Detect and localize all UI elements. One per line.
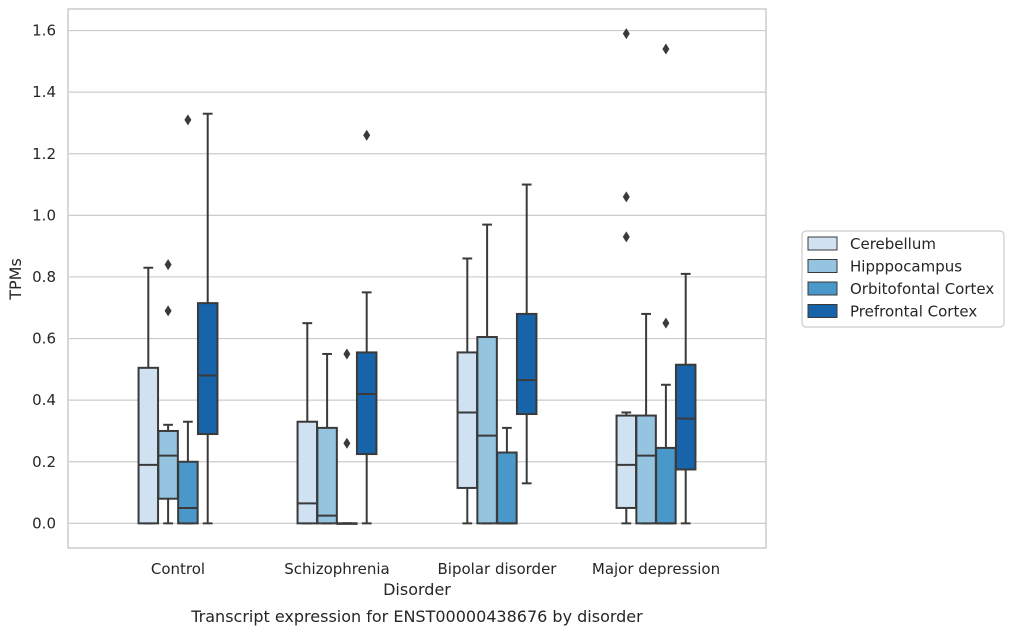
legend-box bbox=[801, 230, 1005, 328]
y-tick-label: 0.0 bbox=[32, 514, 56, 532]
y-tick-label: 1.6 bbox=[32, 22, 56, 40]
legend-label: Hipppocampus bbox=[850, 258, 962, 276]
box bbox=[476, 336, 498, 525]
box-plot bbox=[196, 112, 219, 525]
outlier-point bbox=[164, 259, 172, 271]
box bbox=[355, 351, 378, 456]
box-plot bbox=[635, 312, 657, 525]
y-tick-label: 1.0 bbox=[32, 206, 56, 224]
outlier-point bbox=[622, 28, 630, 40]
x-tick-label: Bipolar disorder bbox=[438, 560, 558, 578]
legend-swatch bbox=[807, 259, 838, 273]
box bbox=[635, 414, 657, 525]
x-tick-label: Schizophrenia bbox=[284, 560, 389, 578]
y-tick-label: 0.6 bbox=[32, 330, 56, 348]
outlier-point bbox=[662, 43, 670, 55]
y-tick-label: 0.8 bbox=[32, 268, 56, 286]
outlier-point bbox=[164, 305, 172, 317]
plot-area bbox=[137, 28, 697, 525]
box bbox=[496, 451, 518, 525]
legend-item: Orbitofontal Cortex bbox=[807, 280, 994, 298]
x-tick-label: Control bbox=[151, 560, 205, 578]
y-tick-label: 0.4 bbox=[32, 391, 56, 409]
box-plot bbox=[674, 272, 697, 525]
box-plot bbox=[476, 223, 498, 525]
x-axis-ticks: Control Schizophrenia Bipolar disorder Majo… bbox=[151, 560, 720, 578]
box bbox=[137, 366, 160, 525]
box-plot bbox=[177, 114, 199, 525]
outlier-point bbox=[662, 317, 670, 329]
box bbox=[177, 460, 199, 525]
box bbox=[655, 446, 677, 525]
box-plot bbox=[296, 322, 319, 525]
box bbox=[316, 426, 338, 525]
legend-swatch bbox=[807, 304, 838, 318]
x-axis-label: Disorder bbox=[383, 580, 451, 599]
box bbox=[515, 312, 538, 416]
outlier-point bbox=[622, 191, 630, 203]
legend-item: Prefrontal Cortex bbox=[807, 303, 977, 321]
box-plot bbox=[157, 259, 179, 525]
legend-label: Orbitofontal Cortex bbox=[850, 280, 994, 298]
box-plot bbox=[336, 348, 358, 525]
legend-label: Prefrontal Cortex bbox=[850, 303, 977, 321]
outlier-point bbox=[343, 348, 351, 360]
box-plot bbox=[355, 129, 378, 525]
box bbox=[196, 302, 219, 436]
legend-item: Cerebellum bbox=[807, 235, 936, 253]
box bbox=[674, 363, 697, 471]
box bbox=[456, 351, 479, 489]
box bbox=[296, 420, 319, 525]
chart-caption: Transcript expression for ENST0000043867… bbox=[190, 607, 643, 626]
y-axis-ticks: 0.0 0.2 0.4 0.6 0.8 1.0 1.2 1.4 1.6 bbox=[32, 22, 56, 533]
legend-swatch bbox=[807, 236, 838, 251]
legend-label: Cerebellum bbox=[850, 235, 936, 253]
box-plot bbox=[515, 183, 538, 485]
legend-swatch bbox=[807, 281, 838, 296]
outlier-point bbox=[343, 437, 351, 449]
y-tick-label: 1.4 bbox=[32, 83, 56, 101]
x-tick-label: Major depression bbox=[592, 560, 720, 578]
outlier-point bbox=[363, 129, 371, 141]
box bbox=[157, 429, 179, 500]
y-tick-label: 0.2 bbox=[32, 453, 56, 471]
box-plot bbox=[615, 28, 638, 525]
y-axis-label: TPMs bbox=[6, 258, 25, 301]
y-tick-label: 1.2 bbox=[32, 145, 56, 163]
legend: Cerebellum Hipppocampus Orbitofontal Corte… bbox=[801, 230, 1005, 328]
box-plot bbox=[456, 257, 479, 525]
box-plot bbox=[655, 43, 677, 525]
plot-frame bbox=[67, 8, 767, 549]
outlier-point bbox=[622, 231, 630, 243]
legend-item: Hipppocampus bbox=[807, 258, 962, 276]
box-plot bbox=[316, 352, 338, 525]
box bbox=[615, 414, 638, 509]
outlier-point bbox=[184, 114, 192, 126]
box-plot bbox=[496, 426, 518, 525]
box-plot bbox=[137, 266, 160, 525]
